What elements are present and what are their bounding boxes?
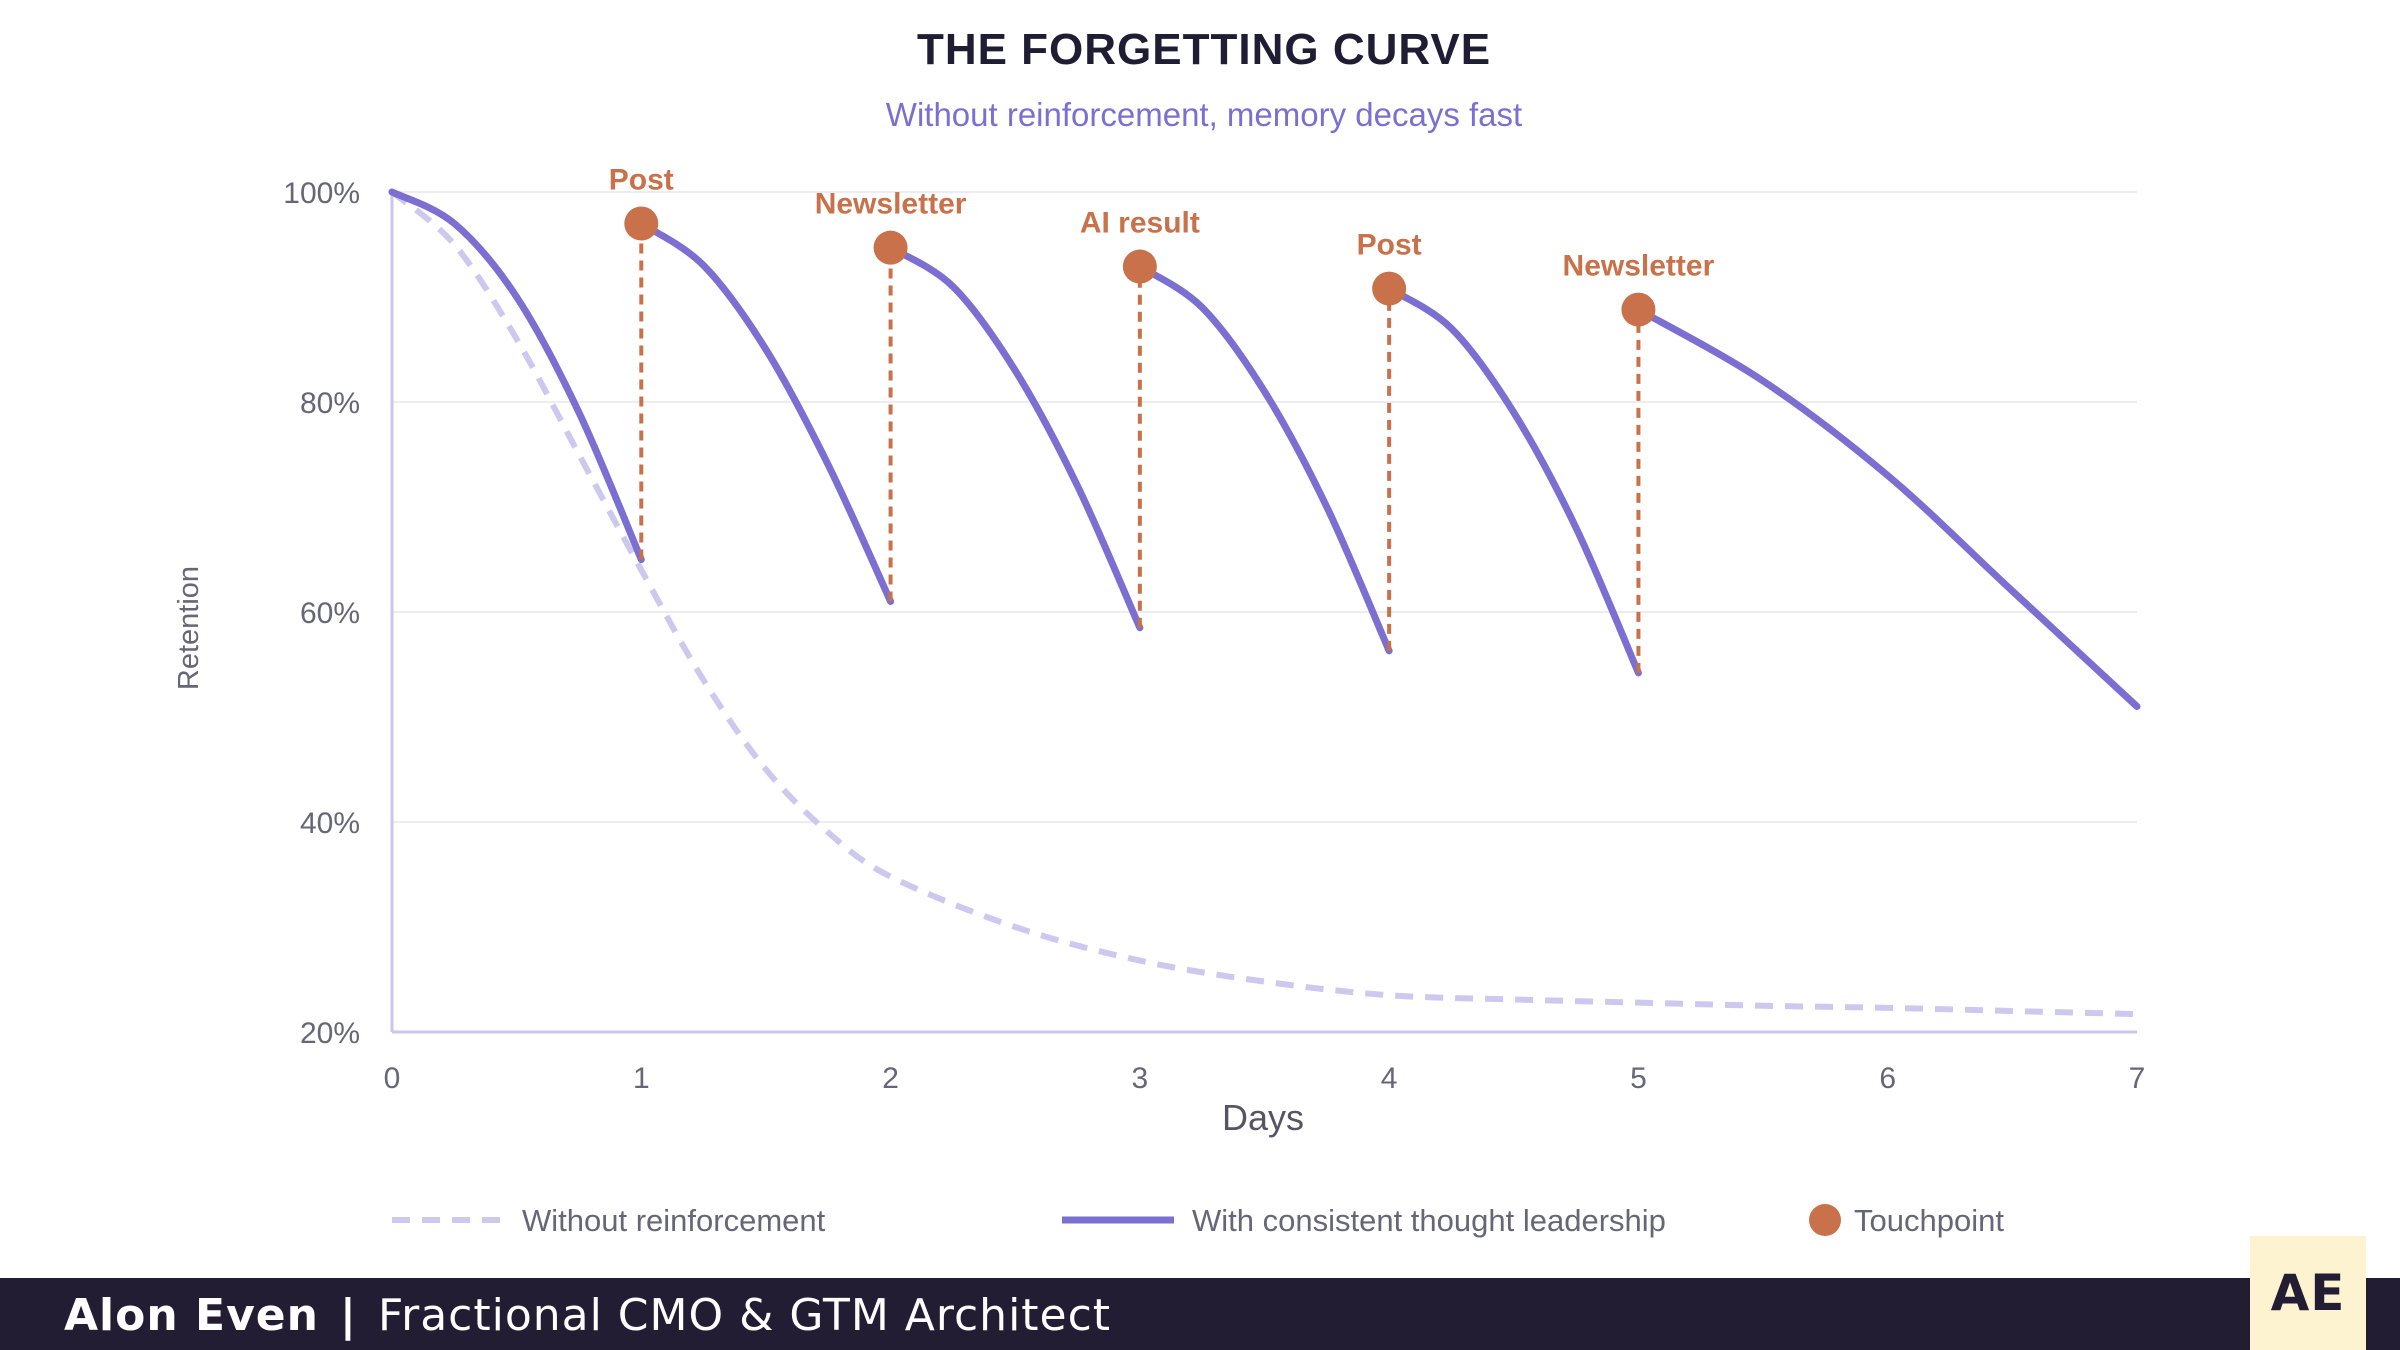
legend-swatch-touchpoint (1809, 1204, 1841, 1236)
logo-badge: AE (2250, 1236, 2366, 1350)
chart-subtitle: Without reinforcement, memory decays fas… (886, 96, 1522, 133)
y-tick-label: 60% (300, 597, 360, 630)
footer-bar: Alon Even | Fractional CMO & GTM Archite… (0, 1278, 2400, 1350)
y-tick-label: 20% (300, 1017, 360, 1050)
legend-label-thought-leadership: With consistent thought leadership (1192, 1203, 1666, 1238)
touchpoint-marker (1372, 271, 1407, 306)
touchpoint-label: Post (1357, 229, 1422, 262)
series-line-thought-leadership (1634, 306, 2141, 710)
series-line-thought-leadership (1385, 285, 1642, 677)
legend-label-without-reinforcement: Without reinforcement (522, 1203, 826, 1238)
author-name: Alon Even (64, 1290, 319, 1341)
series-line-thought-leadership (1136, 263, 1393, 655)
chart-title: THE FORGETTING CURVE (917, 25, 1491, 74)
touchpoint-marker (624, 206, 659, 241)
x-tick-label: 3 (1132, 1062, 1149, 1095)
touchpoint-marker (1621, 292, 1656, 327)
x-tick-label: 0 (384, 1062, 401, 1095)
footer-separator: | (339, 1290, 357, 1341)
series-line-thought-leadership (637, 220, 895, 605)
axes: 20% 40% 60% 80% 100% 0 1 2 3 4 5 6 7 (283, 177, 2145, 1095)
x-axis-label: Days (1222, 1097, 1304, 1138)
series-line-without-reinforcement (390, 189, 2138, 1018)
x-tick-label: 4 (1381, 1062, 1398, 1095)
x-tick-label: 5 (1630, 1062, 1647, 1095)
touchpoint-label: AI result (1080, 207, 1200, 240)
y-tick-label: 100% (283, 177, 360, 210)
x-tick-label: 7 (2129, 1062, 2146, 1095)
x-tick-label: 6 (1879, 1062, 1896, 1095)
touchpoint-label: Newsletter (815, 188, 967, 221)
touchpoint-label: Newsletter (1563, 250, 1715, 283)
legend-label-touchpoint: Touchpoint (1854, 1203, 2004, 1238)
touchpoint-marker (873, 230, 908, 265)
y-tick-label: 80% (300, 387, 360, 420)
forgetting-curve-chart: THE FORGETTING CURVE Without reinforceme… (173, 25, 2145, 1238)
y-tick-label: 40% (300, 807, 360, 840)
series-line-thought-leadership (388, 188, 645, 563)
author-role: Fractional CMO & GTM Architect (378, 1290, 1112, 1341)
footer-text: Alon Even | Fractional CMO & GTM Archite… (64, 1290, 1111, 1341)
series (388, 188, 2141, 1018)
grid-lines (392, 191, 2137, 823)
legend: Without reinforcement With consistent tho… (392, 1203, 2004, 1238)
x-tick-label: 2 (882, 1062, 899, 1095)
touchpoint-marker (1122, 249, 1157, 284)
touchpoints: Post Newsletter AI result Post Newsletter (609, 164, 1715, 673)
touchpoint-label: Post (609, 164, 674, 197)
series-line-thought-leadership (887, 244, 1144, 632)
y-axis-label: Retention (173, 566, 205, 690)
x-tick-label: 1 (633, 1062, 650, 1095)
